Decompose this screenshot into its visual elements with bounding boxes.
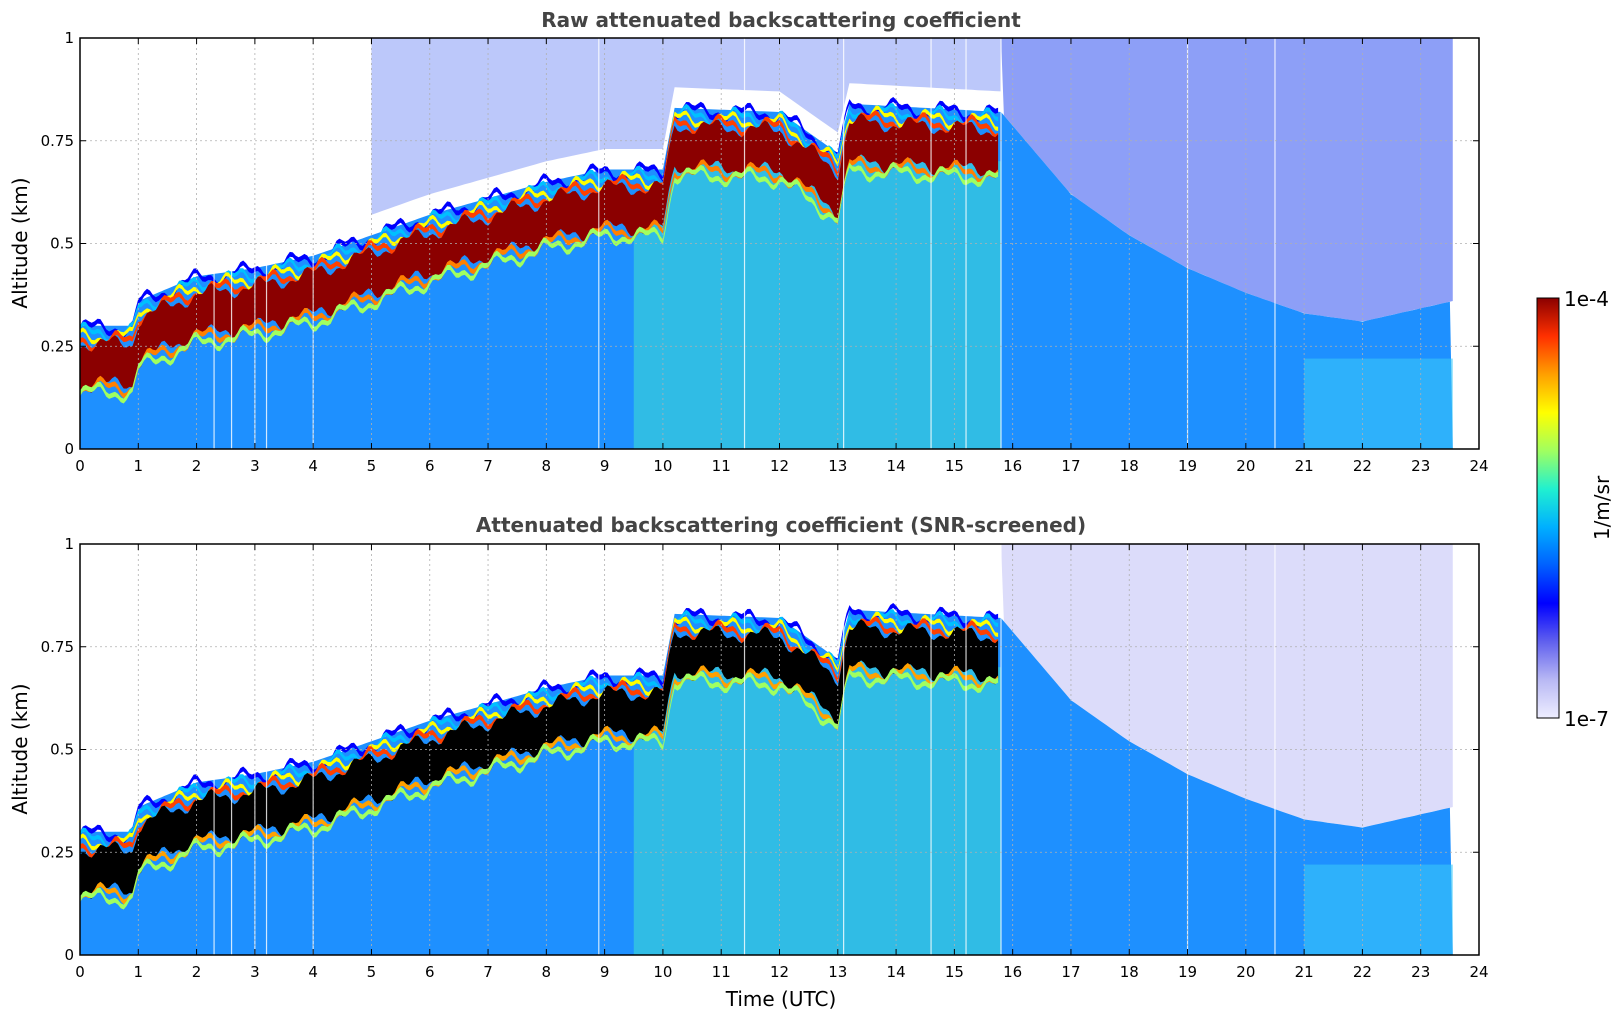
- x-tick-label: 14: [887, 963, 906, 981]
- x-tick-label: 16: [1003, 457, 1022, 475]
- x-tick-label: 13: [828, 457, 847, 475]
- gridlines: [80, 544, 1479, 955]
- x-tick-label: 0: [75, 963, 85, 981]
- x-tick-label: 12: [770, 963, 789, 981]
- x-tick-label: 10: [653, 457, 672, 475]
- residual-layer: [1304, 358, 1453, 449]
- x-tick-label: 4: [308, 457, 318, 475]
- x-tick-label: 2: [192, 963, 202, 981]
- y-axis-label: Altitude (km): [8, 683, 32, 814]
- y-tick-label: 0.75: [41, 638, 74, 656]
- x-tick-label: 15: [945, 963, 964, 981]
- panel-title: Raw attenuated backscattering coefficien…: [541, 8, 1021, 32]
- colorbar-unit-label: 1/m/sr: [1590, 475, 1614, 540]
- x-tick-label: 1: [134, 963, 144, 981]
- x-tick-label: 6: [425, 963, 435, 981]
- y-tick-label: 0.5: [50, 741, 74, 759]
- x-tick-label: 4: [308, 963, 318, 981]
- x-tick-label: 2: [192, 457, 202, 475]
- x-tick-label: 5: [367, 963, 377, 981]
- y-tick-label: 0.5: [50, 235, 74, 253]
- x-tick-label: 17: [1061, 457, 1080, 475]
- colorbar: 1e-4 1e-7 1/m/sr: [1536, 287, 1614, 731]
- x-tick-label: 20: [1236, 963, 1255, 981]
- x-tick-label: 7: [483, 457, 493, 475]
- x-tick-label: 5: [367, 457, 377, 475]
- residual-layer: [1304, 864, 1453, 955]
- x-tick-label: 24: [1469, 457, 1488, 475]
- x-tick-label: 8: [542, 457, 552, 475]
- panel-snr-screened: Attenuated backscattering coefficient (S…: [8, 513, 1489, 1011]
- x-tick-label: 12: [770, 457, 789, 475]
- x-axis-label: Time (UTC): [725, 987, 837, 1011]
- x-tick-label: 9: [600, 457, 610, 475]
- y-tick-label: 1: [64, 29, 74, 47]
- x-tick-label: 23: [1411, 457, 1430, 475]
- x-tick-label: 24: [1469, 963, 1488, 981]
- heatmap-area: [80, 544, 1453, 955]
- y-tick-label: 0: [64, 440, 74, 458]
- layer-band: [80, 113, 999, 393]
- convective-zone: [633, 659, 1002, 955]
- x-tick-label: 19: [1178, 963, 1197, 981]
- x-tick-label: 9: [600, 963, 610, 981]
- y-axis-label: Altitude (km): [8, 177, 32, 308]
- x-tick-label: 11: [712, 963, 731, 981]
- layer-band: [80, 619, 999, 899]
- x-tick-label: 6: [425, 457, 435, 475]
- panel-raw: Raw attenuated backscattering coefficien…: [8, 8, 1489, 475]
- colorbar-min-label: 1e-7: [1564, 707, 1609, 731]
- gridlines: [80, 38, 1479, 449]
- x-tick-label: 22: [1353, 963, 1372, 981]
- convective-zone: [633, 153, 1002, 449]
- x-tick-label: 7: [483, 963, 493, 981]
- x-axis: 0 1 2 3 4 5 6 7 8 9 10 11 12 13 14 15 16 17 18 19 20 21 22 23 24: [75, 38, 1489, 475]
- x-tick-label: 21: [1295, 963, 1314, 981]
- x-tick-label: 19: [1178, 457, 1197, 475]
- x-tick-label: 20: [1236, 457, 1255, 475]
- y-axis: 0 0.25 0.5 0.75 1: [41, 535, 1479, 964]
- panel-title: Attenuated backscattering coefficient (S…: [476, 513, 1086, 537]
- noise-region: [1001, 38, 1453, 322]
- x-tick-label: 22: [1353, 457, 1372, 475]
- x-tick-label: 18: [1120, 963, 1139, 981]
- x-tick-label: 21: [1295, 457, 1314, 475]
- x-tick-label: 16: [1003, 963, 1022, 981]
- y-tick-label: 0.25: [41, 843, 74, 861]
- x-tick-label: 17: [1061, 963, 1080, 981]
- y-tick-label: 0: [64, 946, 74, 964]
- x-tick-label: 3: [250, 457, 260, 475]
- x-tick-label: 8: [542, 963, 552, 981]
- colorbar-bar: [1536, 297, 1560, 719]
- x-tick-label: 3: [250, 963, 260, 981]
- y-tick-label: 1: [64, 535, 74, 553]
- y-tick-label: 0.75: [41, 132, 74, 150]
- y-tick-label: 0.25: [41, 337, 74, 355]
- x-tick-label: 10: [653, 963, 672, 981]
- x-tick-label: 0: [75, 457, 85, 475]
- x-axis: 0 1 2 3 4 5 6 7 8 9 10 11 12 13 14 15 16 17 18 19 20 21 22 23 24: [75, 544, 1489, 981]
- x-tick-label: 15: [945, 457, 964, 475]
- y-axis: 0 0.25 0.5 0.75 1: [41, 29, 1479, 458]
- x-tick-label: 18: [1120, 457, 1139, 475]
- x-tick-label: 11: [712, 457, 731, 475]
- noise-region: [1001, 544, 1453, 828]
- colorbar-max-label: 1e-4: [1564, 287, 1609, 311]
- x-tick-label: 13: [828, 963, 847, 981]
- x-tick-label: 1: [134, 457, 144, 475]
- x-tick-label: 14: [887, 457, 906, 475]
- x-tick-label: 23: [1411, 963, 1430, 981]
